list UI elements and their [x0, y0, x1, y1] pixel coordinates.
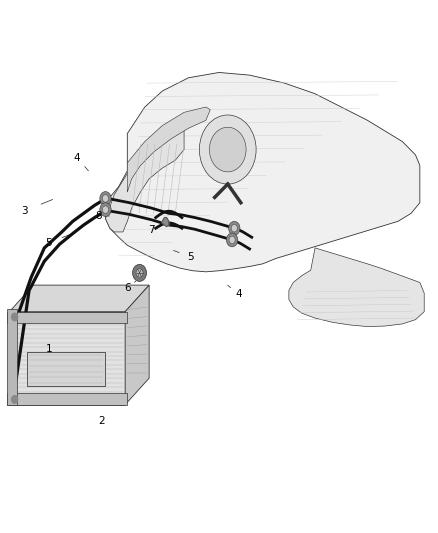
FancyBboxPatch shape [7, 312, 127, 324]
Circle shape [229, 236, 235, 244]
Polygon shape [10, 312, 125, 405]
Text: 4: 4 [74, 152, 81, 163]
Circle shape [229, 221, 240, 235]
Circle shape [136, 269, 143, 277]
Circle shape [199, 115, 256, 184]
Circle shape [231, 224, 237, 232]
Polygon shape [106, 128, 184, 232]
Text: 4: 4 [235, 289, 242, 299]
Circle shape [12, 313, 18, 321]
Polygon shape [162, 217, 169, 227]
Circle shape [102, 206, 109, 213]
Polygon shape [127, 107, 210, 192]
Circle shape [12, 395, 18, 403]
Text: 3: 3 [21, 206, 28, 216]
FancyBboxPatch shape [7, 309, 17, 405]
FancyBboxPatch shape [27, 352, 106, 386]
Circle shape [100, 191, 111, 205]
FancyBboxPatch shape [7, 393, 127, 405]
Text: 5: 5 [46, 238, 52, 247]
Text: 2: 2 [98, 416, 104, 426]
Circle shape [100, 203, 111, 216]
Text: 7: 7 [148, 225, 155, 236]
Polygon shape [10, 285, 149, 312]
Circle shape [102, 195, 109, 202]
Text: 5: 5 [187, 252, 194, 262]
Circle shape [209, 127, 246, 172]
Circle shape [133, 264, 147, 281]
Polygon shape [106, 72, 420, 272]
Text: 1: 1 [46, 344, 52, 354]
Polygon shape [125, 285, 149, 405]
Circle shape [226, 233, 238, 247]
Text: 6: 6 [124, 283, 131, 293]
Polygon shape [289, 248, 424, 327]
Text: 8: 8 [95, 211, 102, 221]
